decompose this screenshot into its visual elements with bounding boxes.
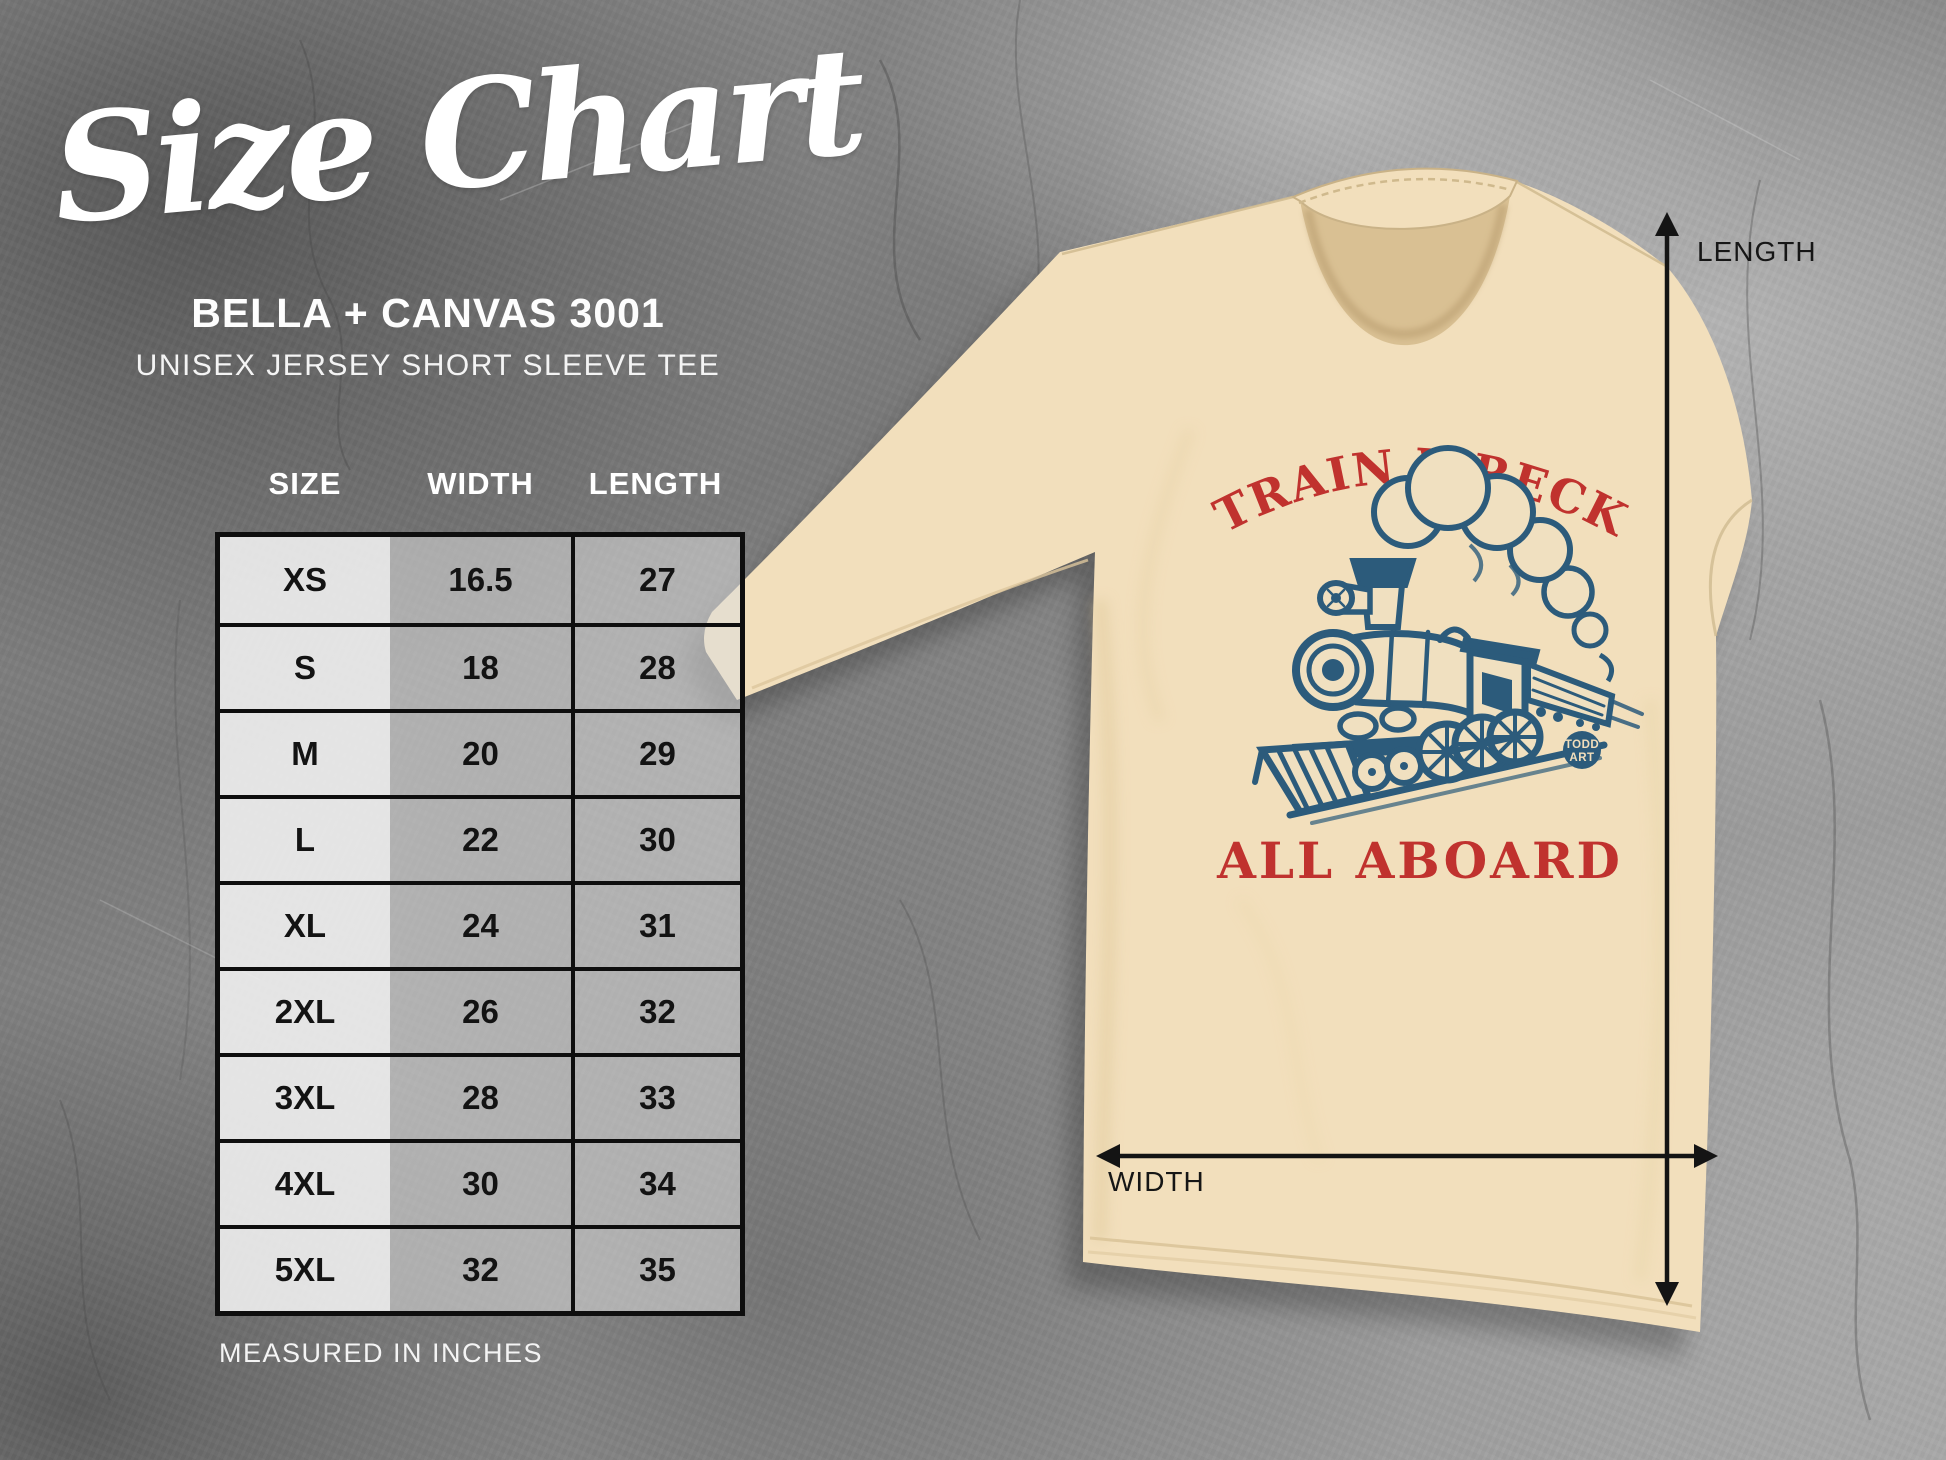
table-cell-width: 28 [390, 1053, 571, 1139]
width-arrowhead-right [1694, 1144, 1718, 1168]
table-cell-width: 22 [390, 795, 571, 881]
length-arrowhead-top [1655, 212, 1679, 236]
table-cell-length: 34 [571, 1139, 740, 1225]
table-cell-width: 32 [390, 1225, 571, 1311]
table-cell-length: 31 [571, 881, 740, 967]
table-cell-size: XS [220, 537, 390, 623]
width-label: WIDTH [1108, 1166, 1205, 1197]
table-cell-width: 16.5 [390, 537, 571, 623]
info-panel: Size Chart BELLA + CANVAS 3001 UNISEX JE… [0, 0, 869, 1460]
table-cell-length: 32 [571, 967, 740, 1053]
stitching [751, 180, 1753, 1320]
table-cell-width: 20 [390, 709, 571, 795]
table-cell-width: 24 [390, 881, 571, 967]
graphic-bottom-text: ALL ABOARD [1216, 831, 1623, 890]
table-cell-width: 18 [390, 623, 571, 709]
table-cell-length: 28 [571, 623, 740, 709]
table-cell-size: M [220, 709, 390, 795]
table-cell-size: L [220, 795, 390, 881]
measurement-arrows [1096, 212, 1718, 1306]
todd-art-badge: TODD ART [1563, 731, 1601, 769]
product-type: UNISEX JERSEY SHORT SLEEVE TEE [135, 349, 721, 382]
column-header-size: SIZE [268, 466, 342, 501]
units-note: MEASURED IN INCHES [219, 1338, 544, 1368]
column-header-length: LENGTH [588, 466, 723, 501]
table-cell-length: 33 [571, 1053, 740, 1139]
length-arrowhead-bottom [1655, 1282, 1679, 1306]
badge-text-top: TODD [1565, 739, 1599, 751]
badge-text-bottom: ART [1569, 752, 1594, 764]
table-cell-length: 27 [571, 537, 740, 623]
smoke-clouds [1371, 445, 1615, 683]
table-cell-width: 26 [390, 967, 571, 1053]
table-cell-size: 3XL [220, 1053, 390, 1139]
page-title: Size Chart [45, 13, 869, 258]
table-cell-size: 5XL [220, 1225, 390, 1311]
width-arrowhead-left [1096, 1144, 1120, 1168]
table-cell-size: 4XL [220, 1139, 390, 1225]
table-cell-size: XL [220, 881, 390, 967]
table-cell-width: 30 [390, 1139, 571, 1225]
size-table-header: SIZE WIDTH LENGTH [215, 466, 745, 502]
length-label: LENGTH [1697, 236, 1817, 267]
train-graphic: TRAIN WRECK [1206, 438, 1644, 890]
table-cell-length: 29 [571, 709, 740, 795]
collar [1290, 167, 1519, 346]
column-header-width: WIDTH [427, 466, 534, 501]
table-cell-length: 30 [571, 795, 740, 881]
size-table: XS 16.5 27 S 18 28 M 20 29 L 22 30 XL 24… [215, 532, 745, 1316]
locomotive [1252, 558, 1644, 825]
tshirt [688, 167, 1753, 1357]
table-cell-size: S [220, 623, 390, 709]
product-name: BELLA + CANVAS 3001 [191, 290, 665, 336]
table-cell-size: 2XL [220, 967, 390, 1053]
table-cell-length: 35 [571, 1225, 740, 1311]
